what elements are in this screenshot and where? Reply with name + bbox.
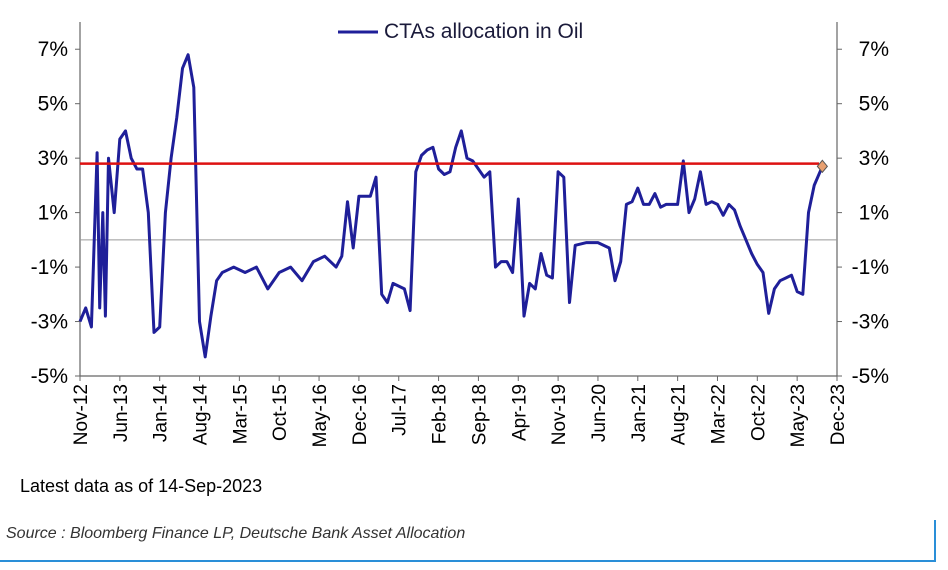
series-group	[78, 53, 829, 359]
y-tick-label-left: -3%	[31, 311, 68, 334]
x-tick-label: May-16	[310, 384, 331, 447]
x-axis: Nov-12 Jun-13 Jan-14 Aug-14 Mar-15 Oct-15 May-…	[71, 376, 849, 447]
x-tick-label: Nov-12	[71, 384, 92, 445]
plot-frame	[79, 22, 838, 377]
y-tick-label-right: 7%	[859, 38, 889, 61]
x-tick-label: Dec-23	[828, 384, 849, 445]
legend-background	[326, 14, 618, 44]
last-point-marker	[816, 159, 829, 174]
y-tick-label-right: -3%	[852, 311, 889, 334]
legend: CTAs allocation in Oil	[326, 14, 618, 44]
y-axis-left: 7% 5% 3% 1% -1% -3% -5%	[31, 38, 80, 388]
y-tick-label-left: 3%	[38, 147, 68, 170]
y-tick-label-left: 1%	[38, 202, 68, 225]
series-line	[78, 53, 824, 359]
y-axis-right: 7% 5% 3% 1% -1% -3% -5%	[837, 38, 889, 388]
x-tick-label: Jun-20	[589, 384, 610, 442]
x-tick-label: Aug-21	[669, 384, 690, 445]
x-tick-label: Mar-15	[230, 384, 251, 444]
y-tick-label-left: -5%	[31, 365, 68, 388]
x-tick-label: Dec-16	[350, 384, 371, 445]
y-tick-label-right: -1%	[852, 256, 889, 279]
x-tick-label: Jan-14	[151, 384, 172, 443]
x-tick-label: May-23	[788, 384, 809, 447]
y-tick-label-left: -1%	[31, 256, 68, 279]
y-tick-label-right: 1%	[859, 202, 889, 225]
x-tick-label: Jun-13	[111, 384, 132, 442]
footer-divider	[0, 560, 936, 562]
footer-divider-vertical	[934, 520, 936, 562]
x-tick-label: Jul-17	[390, 384, 411, 436]
x-tick-label: Oct-15	[270, 384, 291, 441]
x-tick-label: Sep-18	[469, 384, 490, 445]
x-tick-label: Jan-21	[629, 384, 650, 442]
latest-data-note: Latest data as of 14-Sep-2023	[20, 476, 263, 496]
legend-label: CTAs allocation in Oil	[384, 20, 583, 43]
x-tick-label: Mar-22	[708, 384, 729, 444]
chart-canvas: 7% 5% 3% 1% -1% -3% -5% 7% 5% 3% 1% -1% -3% -5% Nov-…	[30, 14, 889, 448]
y-tick-label-left: 7%	[38, 38, 68, 61]
y-tick-label-right: -5%	[852, 365, 889, 388]
y-tick-label-right: 3%	[859, 147, 889, 170]
x-tick-label: Apr-19	[509, 384, 530, 441]
x-tick-label: Nov-19	[549, 384, 570, 445]
y-tick-label-left: 5%	[38, 93, 68, 116]
x-tick-label: Aug-14	[191, 384, 212, 446]
y-tick-label-right: 5%	[859, 93, 889, 116]
source-note: Source : Bloomberg Finance LP, Deutsche …	[6, 525, 466, 542]
x-tick-label: Oct-22	[748, 384, 769, 441]
x-tick-label: Feb-18	[430, 384, 451, 444]
